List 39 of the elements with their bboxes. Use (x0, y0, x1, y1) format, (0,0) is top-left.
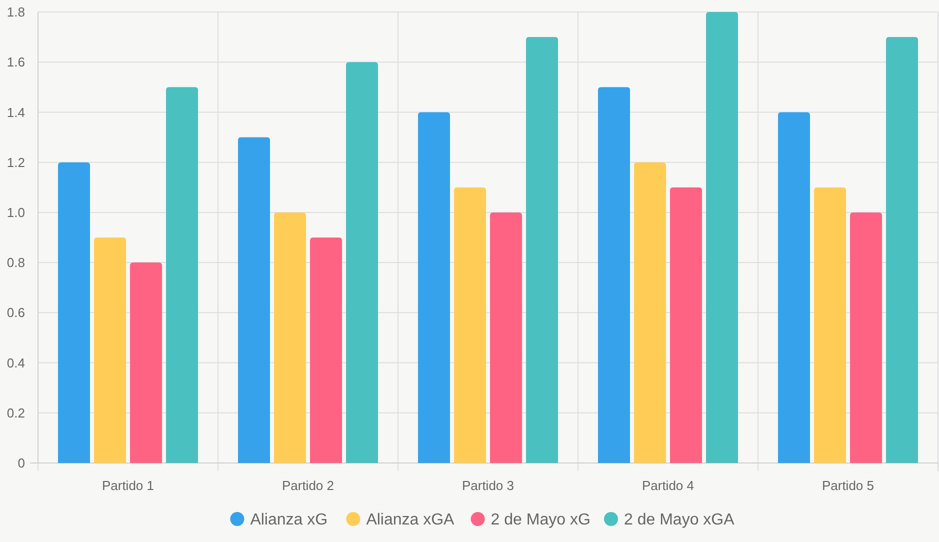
bar (94, 238, 126, 463)
bar (490, 212, 522, 463)
bar (706, 12, 738, 463)
legend-label: 2 de Mayo xG (490, 512, 590, 529)
x-tick-label: Partido 2 (282, 478, 334, 493)
bar (58, 162, 90, 463)
y-tick-label: 0.2 (6, 405, 25, 420)
y-tick-label: 0.4 (6, 355, 25, 370)
bar (526, 37, 558, 463)
bar (130, 262, 162, 463)
legend-label: 2 de Mayo xGA (624, 512, 735, 529)
bar (454, 187, 486, 463)
bar (814, 187, 846, 463)
x-tick-label: Partido 1 (102, 478, 154, 493)
bar (598, 87, 630, 463)
x-tick-label: Partido 3 (462, 478, 514, 493)
x-tick-label: Partido 4 (642, 478, 694, 493)
x-tick-label: Partido 5 (822, 478, 874, 493)
y-tick-label: 0 (18, 456, 25, 471)
legend-label: Alianza xG (250, 512, 328, 529)
y-tick-label: 0.6 (6, 305, 25, 320)
bar (238, 137, 270, 463)
bar (850, 212, 882, 463)
y-tick-label: 1.6 (6, 54, 25, 70)
bar (346, 62, 378, 463)
bar (634, 162, 666, 463)
bar (310, 238, 342, 463)
bar (166, 87, 198, 463)
y-tick-label: 1.8 (6, 4, 25, 20)
legend-label: Alianza xGA (366, 512, 455, 529)
y-tick-label: 0.8 (6, 255, 25, 270)
bar (886, 37, 918, 463)
bar (418, 112, 450, 463)
bar (670, 187, 702, 463)
y-tick-label: 1.0 (6, 204, 25, 220)
bar (274, 212, 306, 463)
bar (778, 112, 810, 463)
y-tick-label: 1.4 (6, 104, 25, 120)
y-tick-label: 1.2 (6, 154, 25, 170)
